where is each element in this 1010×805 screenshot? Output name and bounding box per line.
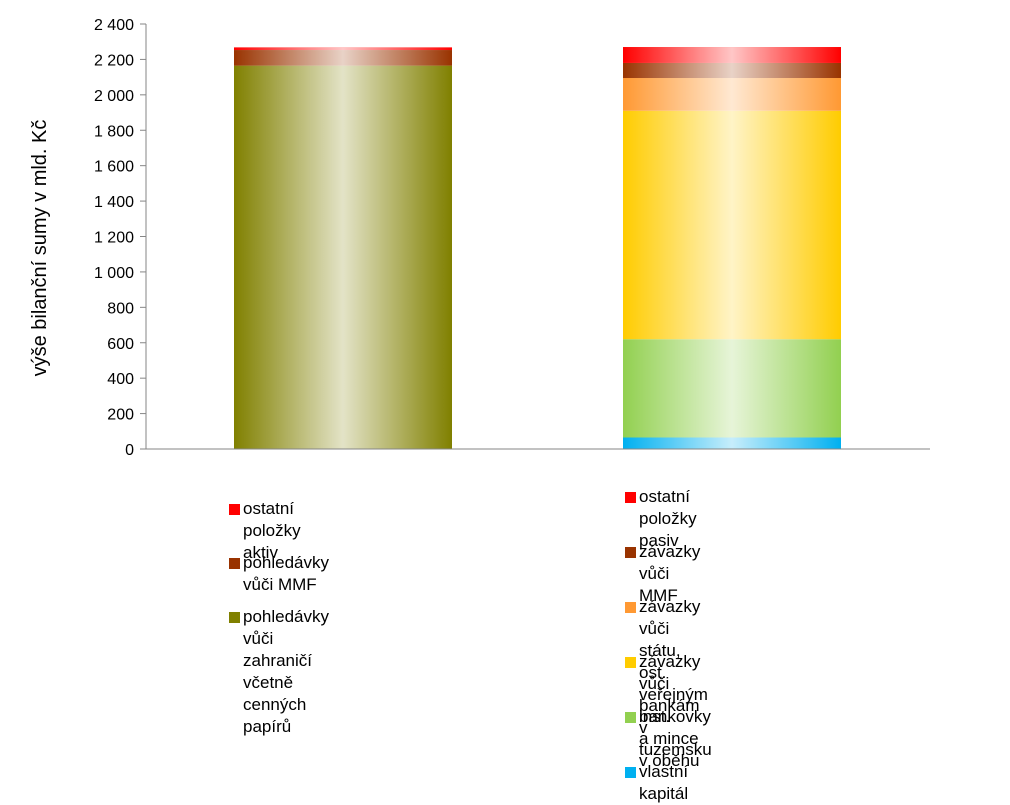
legend-swatch — [625, 767, 636, 778]
y-tick-label: 800 — [107, 300, 134, 317]
y-tick-label: 400 — [107, 371, 134, 388]
legend-swatch — [229, 504, 240, 515]
y-tick-label: 2 400 — [94, 17, 134, 34]
y-axis-label: výše bilanční sumy v mld. Kč — [29, 120, 51, 377]
legend-label: pohledávky vůči MMF — [243, 553, 330, 594]
bar-highlight-aktiva — [234, 47, 452, 449]
legend-item: pohledávky vůči zahraničí včetně cenných… — [229, 606, 329, 738]
legend-item: závazky vůči státu, ost. veřejným inst. — [625, 596, 708, 728]
legend-item: vlastní kapitál — [625, 761, 688, 805]
legend-swatch — [625, 547, 636, 558]
stacked-bar-chart: 0 200 400 600 800 1 000 1 200 1 400 1 600 1 800 2 … — [29, 17, 930, 459]
legend-item: bankovky a mince v oběhu — [625, 706, 711, 772]
legend-swatch — [229, 558, 240, 569]
legend-item: závazky vůči MMF — [625, 541, 700, 607]
y-tick-label: 1 200 — [94, 230, 134, 247]
legend-item: ostatní položky aktiv — [229, 498, 301, 564]
bars-layer — [234, 47, 841, 449]
legend-swatch — [625, 602, 636, 613]
legend-swatch — [625, 492, 636, 503]
bar-aktiva — [234, 47, 452, 449]
legend-label: pohledávky vůči zahraničí včetně cenných… — [243, 607, 330, 736]
legend-label: závazky vůči bankám v tuzemsku — [639, 652, 712, 759]
legend-label: ostatní položky pasiv — [639, 487, 697, 550]
legend-swatch — [625, 657, 636, 668]
y-tick-label: 2 000 — [94, 88, 134, 105]
y-tick-label: 600 — [107, 336, 134, 353]
bar-pasiva — [623, 47, 841, 449]
bar-highlight-pasiva — [623, 47, 841, 449]
y-tick-label: 0 — [125, 442, 134, 459]
legend-label: bankovky a mince v oběhu — [639, 707, 711, 770]
y-tick-label: 2 200 — [94, 52, 134, 69]
legend-swatch — [229, 612, 240, 623]
legend-swatch — [625, 712, 636, 723]
legend-label: závazky vůči MMF — [639, 542, 701, 605]
y-tick-label: 1 000 — [94, 265, 134, 282]
legend-item: závazky vůči bankám v tuzemsku — [625, 651, 712, 761]
y-tick-label: 1 400 — [94, 194, 134, 211]
legend-label: vlastní kapitál — [639, 762, 689, 803]
axes-layer: 0 200 400 600 800 1 000 1 200 1 400 1 600 1 800 2 … — [94, 17, 930, 459]
y-tick-label: 200 — [107, 407, 134, 424]
legend-item: pohledávky vůči MMF — [229, 552, 329, 596]
legend-label: ostatní položky aktiv — [243, 499, 301, 562]
y-tick-label: 1 600 — [94, 159, 134, 176]
y-tick-label: 1 800 — [94, 123, 134, 140]
legend-label: závazky vůči státu, ost. veřejným inst. — [639, 597, 708, 726]
legend-item: ostatní položky pasiv — [625, 486, 697, 552]
